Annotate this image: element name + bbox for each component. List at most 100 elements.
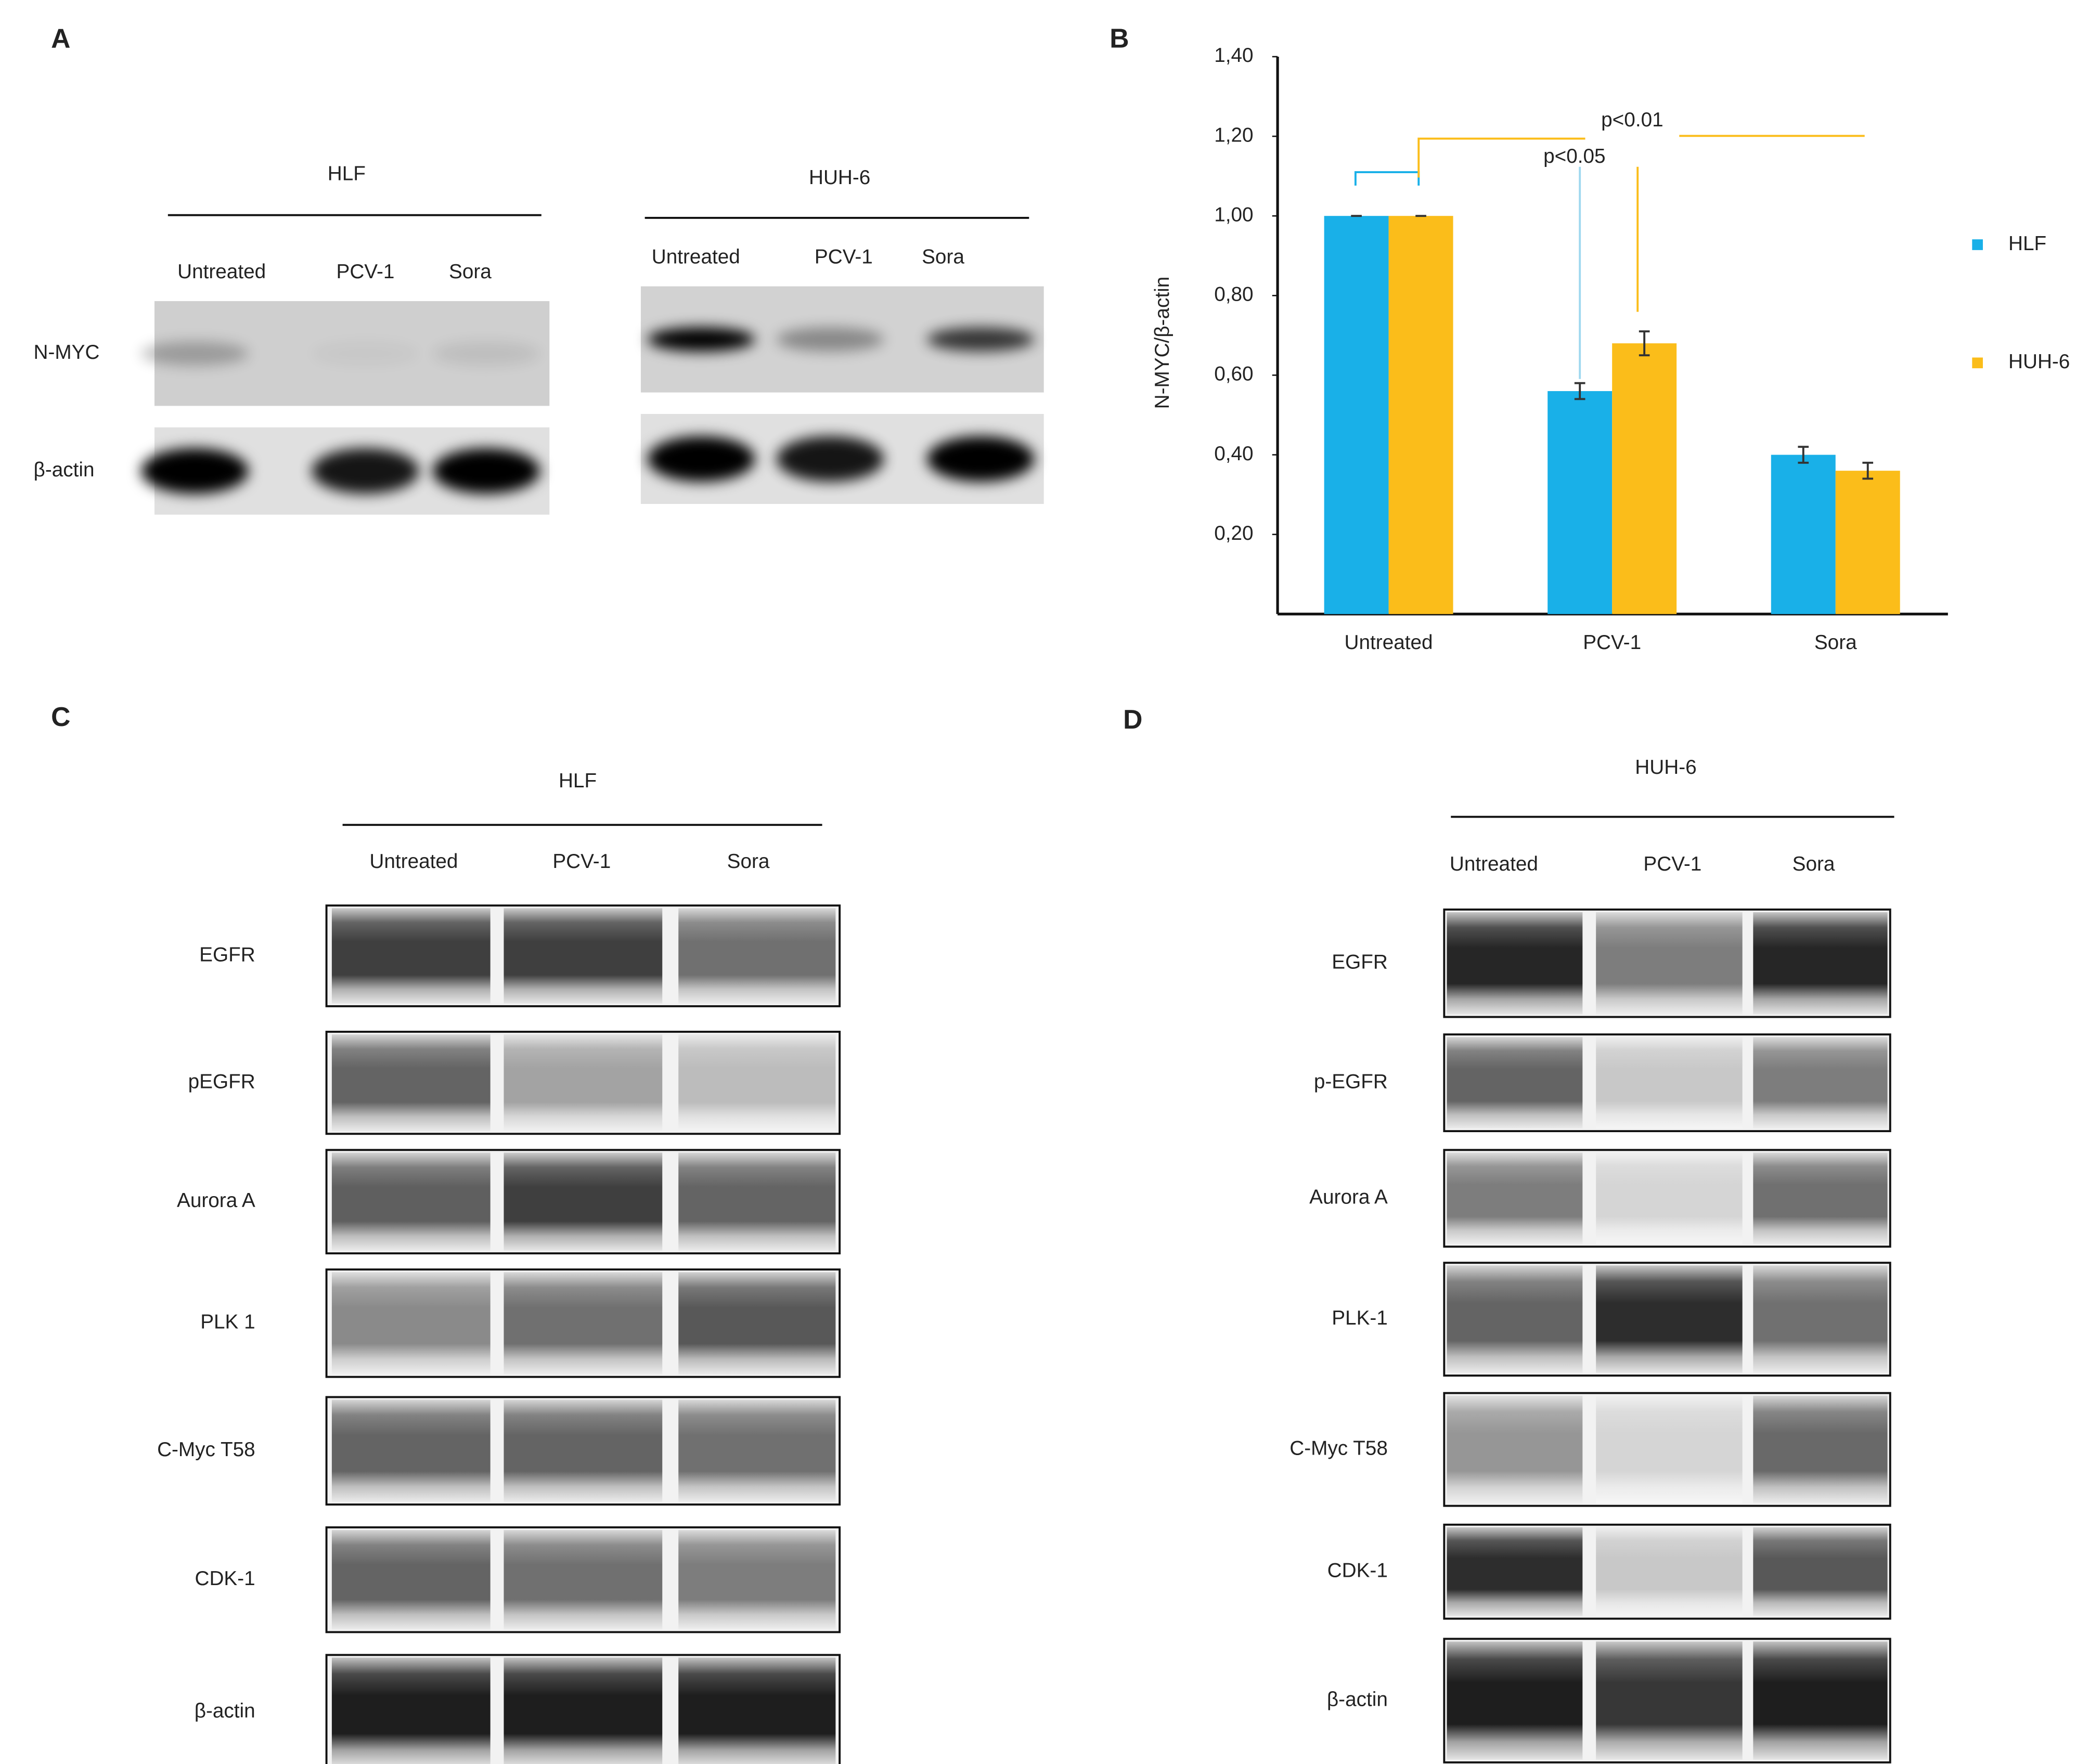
band bbox=[331, 1657, 491, 1764]
bar bbox=[1771, 455, 1836, 614]
band bbox=[1753, 1152, 1888, 1244]
lane-label: PCV-1 bbox=[552, 850, 611, 873]
protein-label: CDK-1 bbox=[1327, 1559, 1388, 1581]
bar bbox=[1324, 216, 1389, 614]
band bbox=[1596, 1152, 1743, 1244]
band bbox=[1596, 1037, 1743, 1129]
protein-label: C-Myc T58 bbox=[1289, 1437, 1388, 1459]
protein-label: Aurora A bbox=[177, 1189, 255, 1212]
protein-label: CDK-1 bbox=[195, 1567, 255, 1590]
band bbox=[1447, 1037, 1583, 1129]
legend-label: HLF bbox=[2008, 232, 2046, 255]
band bbox=[504, 908, 663, 1004]
annotation: p<0.01 bbox=[1601, 109, 1664, 131]
error-bar-line bbox=[1639, 330, 1650, 357]
legend-swatch bbox=[1972, 357, 1983, 369]
x-tick-label: Untreated bbox=[1345, 631, 1433, 654]
lane-label: Sora bbox=[922, 246, 964, 268]
band bbox=[504, 1272, 663, 1374]
band bbox=[1753, 912, 1888, 1015]
band bbox=[1596, 1641, 1743, 1760]
band bbox=[1753, 1527, 1888, 1616]
y-tick-label: 0,80 bbox=[1214, 283, 1253, 306]
error-bar-line bbox=[1798, 446, 1809, 464]
x-tick-label: PCV-1 bbox=[1583, 631, 1641, 654]
error-bar-line bbox=[1862, 461, 1874, 480]
panel-letter: D bbox=[1123, 704, 1142, 734]
y-axis-label: N-MYC/β-actin bbox=[1151, 277, 1174, 409]
band bbox=[432, 341, 540, 366]
annotation: p<0.05 bbox=[1543, 145, 1606, 167]
band bbox=[776, 436, 884, 482]
y-tick-label: 1,00 bbox=[1214, 203, 1253, 226]
lane-label: Untreated bbox=[1450, 853, 1538, 875]
y-tick-label: 0,40 bbox=[1214, 443, 1253, 465]
protein-label: β-actin bbox=[195, 1700, 255, 1722]
band bbox=[678, 1152, 836, 1251]
x-tick-label: Sora bbox=[1814, 631, 1857, 654]
band bbox=[678, 908, 836, 1004]
band bbox=[1596, 912, 1743, 1015]
panel-letter: C bbox=[51, 702, 70, 732]
lane-label: PCV-1 bbox=[815, 246, 873, 268]
lane-label: Untreated bbox=[652, 246, 740, 268]
band bbox=[504, 1657, 663, 1764]
bar bbox=[1835, 471, 1900, 614]
band bbox=[678, 1530, 836, 1630]
panel-letter: B bbox=[1110, 23, 1129, 54]
protein-label: p-EGFR bbox=[1314, 1070, 1388, 1093]
band bbox=[312, 448, 419, 494]
band bbox=[647, 327, 755, 352]
bracket bbox=[1354, 171, 1420, 186]
protein-label: pEGFR bbox=[188, 1070, 255, 1093]
band bbox=[504, 1530, 663, 1630]
band bbox=[331, 908, 491, 1004]
band bbox=[1447, 912, 1583, 1015]
band bbox=[678, 1399, 836, 1502]
band bbox=[331, 1272, 491, 1374]
band bbox=[927, 436, 1035, 482]
protein-label: C-Myc T58 bbox=[157, 1438, 255, 1461]
protein-label: Aurora A bbox=[1309, 1186, 1388, 1208]
band bbox=[678, 1034, 836, 1132]
significance-brackets bbox=[1354, 135, 1865, 379]
y-tick-label: 0,60 bbox=[1214, 363, 1253, 385]
bracket bbox=[1417, 135, 1865, 178]
bar bbox=[1612, 343, 1677, 614]
protein-label: β-actin bbox=[34, 459, 95, 481]
error-bar bbox=[1798, 446, 1809, 464]
protein-label: EGFR bbox=[1332, 951, 1388, 973]
band bbox=[1753, 1641, 1888, 1760]
band bbox=[141, 341, 249, 366]
protein-label: PLK 1 bbox=[200, 1311, 255, 1333]
band bbox=[1447, 1527, 1583, 1616]
panel-letter: A bbox=[51, 23, 70, 54]
band bbox=[504, 1152, 663, 1251]
lane-label: Sora bbox=[727, 850, 770, 873]
band bbox=[678, 1657, 836, 1764]
y-tick-label: 0,20 bbox=[1214, 522, 1253, 544]
band bbox=[312, 341, 419, 365]
band bbox=[331, 1399, 491, 1502]
protein-label: N-MYC bbox=[34, 341, 100, 364]
cell-line-title: HUH-6 bbox=[809, 166, 870, 189]
lane-label: Sora bbox=[1793, 853, 1835, 875]
band bbox=[1447, 1152, 1583, 1244]
bar bbox=[1548, 391, 1613, 614]
y-tick-label: 1,20 bbox=[1214, 124, 1253, 146]
y-tick-label: 1,40 bbox=[1214, 44, 1253, 67]
band bbox=[1753, 1037, 1888, 1129]
lane-label: Untreated bbox=[177, 261, 266, 283]
lane-label: PCV-1 bbox=[337, 261, 395, 283]
band bbox=[1596, 1395, 1743, 1503]
band bbox=[331, 1034, 491, 1132]
band bbox=[776, 327, 884, 352]
band bbox=[1596, 1265, 1743, 1373]
band bbox=[1447, 1395, 1583, 1503]
error-bar bbox=[1639, 330, 1650, 357]
lane-label: PCV-1 bbox=[1643, 853, 1701, 875]
band bbox=[504, 1034, 663, 1132]
protein-label: EGFR bbox=[199, 943, 255, 966]
error-bar bbox=[1862, 461, 1874, 480]
